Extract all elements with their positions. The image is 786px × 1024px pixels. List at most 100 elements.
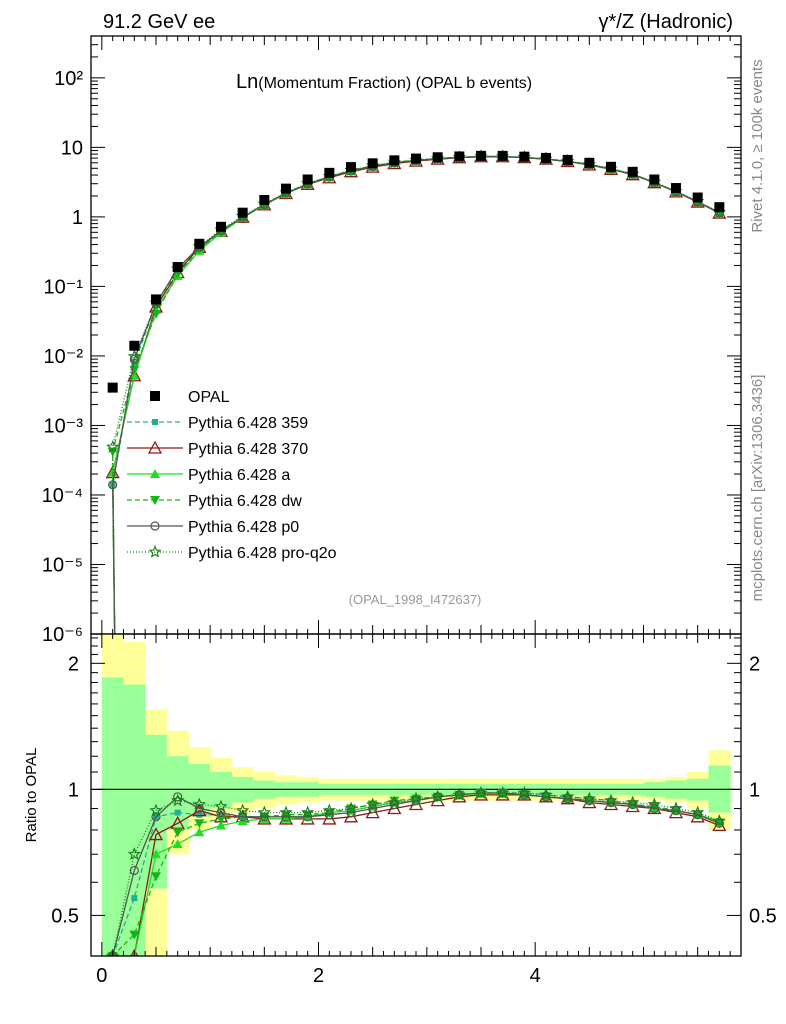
opal-data-point [346,162,356,173]
opal-data-point [562,154,573,165]
opal-data-point [627,166,638,177]
ratio-point-pq2o [430,789,445,803]
legend-marker-p359 [152,419,158,425]
ratio-y-tick-label-right: 2 [749,653,760,675]
ratio-point-pq2o [647,797,662,811]
y-tick-label: 10⁻⁵ [42,554,83,576]
opal-data-point [216,221,226,232]
ratio-point-pp0 [173,792,183,802]
ratio-point-pq2o [539,787,553,801]
ratio-point-p370 [192,803,207,817]
x-tick-label: 2 [313,965,324,987]
ratio-point-pdw [151,872,161,882]
legend-marker-opal [150,391,160,401]
ratio-point-pa [151,849,161,859]
ratio-point-pq2o [560,789,575,803]
watermark: (OPAL_1998_I472637) [349,592,482,607]
mcplots-label: mcplots.cern.ch [arXiv:1306.3436] [749,375,766,602]
ratio-point-p370 [387,801,402,815]
ratio-point-pq2o [690,805,705,819]
ratio-point-pq2o [409,791,423,805]
main-point-pq2o [127,349,142,363]
ratio-point-pq2o [214,799,228,813]
ratio-y-tick-label-right: 0.5 [749,905,777,927]
ratio-point-pp0 [368,803,378,814]
opal-data-point [194,238,205,249]
ratio-point-pq2o [387,795,402,809]
ratio-point-pp0 [324,810,334,820]
ratio-point-pq2o [300,805,315,819]
opal-data-point [497,150,508,161]
ratio-point-pp0 [303,812,313,822]
legend-marker-pdw [150,496,160,505]
ratio-point-pp0 [714,818,724,828]
y-tick-label: 10⁻¹ [44,276,84,298]
opal-data-point [519,151,530,162]
ratio-point-pq2o [105,948,120,956]
ratio-point-pq2o [170,793,185,807]
ratio-point-p359 [218,811,224,818]
main-panel: 10² 10 1 10⁻¹ 10⁻² 10⁻³ 10⁻⁴ 10⁻⁵ 10⁻⁶ [42,35,742,646]
y-tick-label: 10⁻³ [44,415,84,437]
x-tick-label: 0 [96,965,107,987]
ratio-series [105,785,727,956]
ratio-point-p359 [131,895,138,902]
ratio-point-pq2o [625,795,640,809]
ratio-point-pq2o [517,785,532,799]
legend-marker-pa [150,469,160,478]
ratio-y-tick-label-right: 1 [749,779,760,801]
ratio-point-pq2o [322,803,337,817]
band-inner-bin [210,772,233,809]
ratio-y-tick-label: 0.5 [51,905,79,927]
main-point-pdw [129,365,140,375]
ratio-point-p370 [322,811,337,825]
ratio-point-pq2o [452,787,467,801]
ratio-panel: 0 2 4 2 2 1 1 0.5 0.5 [51,633,777,987]
legend-marker-pp0 [150,521,160,531]
y-tick-label: 1 [72,207,83,229]
opal-data-point [649,174,660,185]
band-inner-bin [145,734,168,889]
rivet-label: Rivet 4.1.0, ≥ 100k events [749,59,766,232]
ratio-point-pq2o [235,803,250,817]
ratio-point-pq2o [257,805,272,819]
ratio-point-pq2o [712,814,727,827]
opal-data-point [411,153,421,164]
legend-label-pp0: Pythia 6.428 p0 [188,519,299,536]
header-left: 91.2 GeV ee [103,11,215,33]
opal-data-point [671,183,681,194]
ratio-point-pp0 [541,792,551,802]
ratio-point-pq2o [344,801,358,815]
ratio-point-pq2o [127,847,142,860]
opal-data-point [281,183,291,194]
ratio-point-pp0 [563,794,573,804]
plot-title: Ln(Momentum Fraction) (OPAL b events) [236,71,532,93]
ratio-point-p370 [343,809,359,823]
plot-title-main: Ln [236,71,258,93]
ratio-point-pdw [129,930,140,940]
ratio-point-pq2o [604,793,618,807]
band-inner-bin [101,677,124,956]
ratio-point-p359 [196,811,203,818]
legend-label-pa: Pythia 6.428 a [188,467,290,484]
ratio-point-pq2o [279,805,293,819]
y-tick-label: 10⁻² [44,346,84,368]
opal-data-point [454,151,465,162]
ratio-point-pp0 [671,805,681,816]
y-tick-label: 10 [61,137,83,159]
ratio-point-pp0 [606,797,616,808]
main-line-pq2o [112,155,720,634]
opal-data-point [367,158,378,169]
ratio-point-p370 [148,827,164,841]
ratio-y-tick-label: 1 [68,779,79,801]
opal-data-point [606,161,616,172]
ratio-point-p359 [174,809,181,816]
opal-data-point [584,157,595,168]
opal-data-point [237,207,248,218]
ratio-point-pq2o [474,785,488,799]
legend-label-opal: OPAL [188,389,230,406]
ratio-point-pp0 [649,803,659,814]
ratio-point-pq2o [365,797,380,811]
legend-label-p359: Pythia 6.428 359 [188,415,308,432]
ratio-point-pp0 [628,799,638,810]
